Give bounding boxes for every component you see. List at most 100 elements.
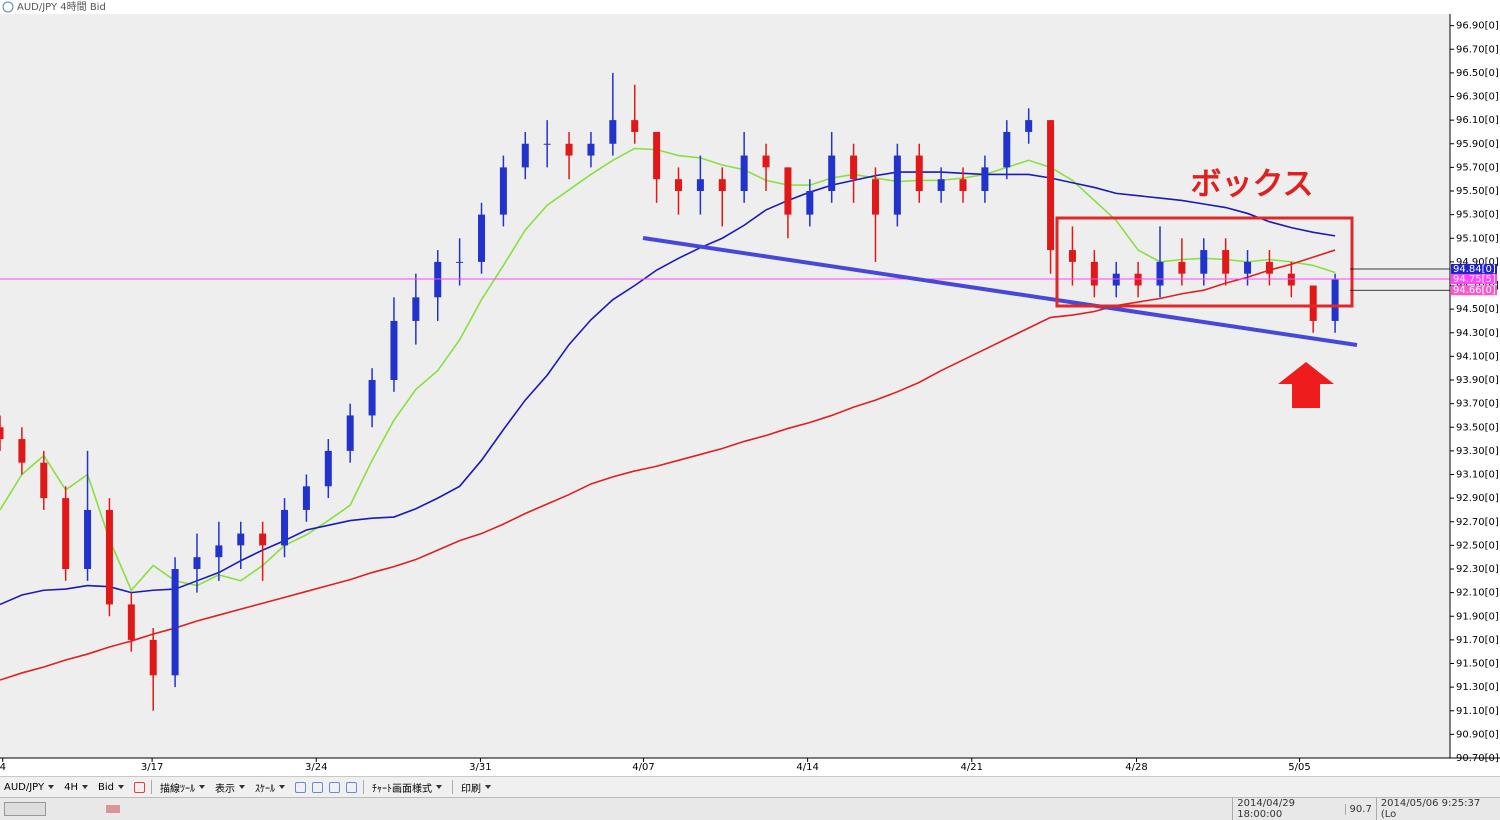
candle-body xyxy=(40,462,48,499)
y-tick-label: 91.30[0] xyxy=(1456,682,1499,693)
x-tick-label: 3/17 xyxy=(141,762,163,773)
candle-body xyxy=(543,143,551,145)
separator xyxy=(151,780,152,794)
candle-body xyxy=(762,155,770,168)
symbol-menu[interactable]: AUD/JPY xyxy=(4,782,54,793)
zoom-tool[interactable] xyxy=(329,781,340,793)
y-tick-label: 95.70[0] xyxy=(1456,162,1499,173)
y-tick-label: 93.50[0] xyxy=(1456,422,1499,433)
candle-body xyxy=(346,415,354,451)
candle-body xyxy=(1178,261,1186,274)
candle-body xyxy=(127,604,135,640)
candle-body xyxy=(871,179,879,215)
candle-body xyxy=(959,179,967,191)
zoom-tool[interactable] xyxy=(346,781,357,793)
price-marker-bg xyxy=(1451,285,1497,296)
y-tick-label: 96.30[0] xyxy=(1456,92,1499,103)
candle-body xyxy=(193,557,201,569)
candle-body xyxy=(1331,279,1339,321)
y-tick-label: 96.10[0] xyxy=(1456,115,1499,126)
scale-menu[interactable]: ｽｹｰﾙ xyxy=(255,780,285,795)
y-tick-label: 95.50[0] xyxy=(1456,186,1499,197)
candle-body xyxy=(653,131,661,180)
candle-body xyxy=(84,509,92,569)
candle-body xyxy=(237,533,245,546)
up-arrow xyxy=(1278,362,1334,408)
chart-window: ボックス AUD/JPY 4時間 Bid 90.70[0] 90.90[0] 91.… xyxy=(0,0,1500,776)
color-tool[interactable] xyxy=(134,781,145,793)
candle-body xyxy=(368,380,376,416)
y-tick-label: 91.70[0] xyxy=(1456,635,1499,646)
candle-body xyxy=(1112,273,1120,286)
zoom-tool[interactable] xyxy=(312,781,323,793)
price-marker-label: 94.84[0] xyxy=(1453,264,1496,275)
y-tick-label: 95.30[0] xyxy=(1456,210,1499,221)
candle-body xyxy=(1287,273,1295,286)
status-price: 90.7 xyxy=(1344,803,1376,815)
scrollbar[interactable] xyxy=(4,802,46,816)
price-marker-bg xyxy=(1451,263,1497,274)
candle-body xyxy=(215,545,223,558)
scroll-area xyxy=(0,802,1232,816)
candle-body xyxy=(981,167,989,191)
candle-body xyxy=(149,639,157,676)
price-marker-label: 94.75[5] xyxy=(1453,274,1496,285)
drawing-tools-menu[interactable]: 描線ﾂｰﾙ xyxy=(160,780,205,795)
separator xyxy=(363,780,364,794)
candle-body xyxy=(390,320,398,380)
y-tick-label: 93.90[0] xyxy=(1456,375,1499,386)
x-tick-label: 4 xyxy=(0,762,6,773)
status-time: 2014/04/29 18:00:00 xyxy=(1232,798,1344,820)
candle-body xyxy=(259,533,267,546)
candle-body xyxy=(302,486,310,510)
y-tick-label: 91.50[0] xyxy=(1456,659,1499,670)
price-marker-label: 94.66[0] xyxy=(1453,285,1496,296)
print-menu[interactable]: 印刷 xyxy=(461,780,491,795)
y-tick-label: 91.90[0] xyxy=(1456,611,1499,622)
candle-body xyxy=(499,167,507,215)
candle-body xyxy=(1156,261,1164,286)
y-tick-label: 91.10[0] xyxy=(1456,706,1499,717)
y-tick-label: 94.30[0] xyxy=(1456,328,1499,339)
candle-body xyxy=(784,167,792,215)
x-tick-label: 4/07 xyxy=(632,762,654,773)
x-tick-label: 3/24 xyxy=(305,762,327,773)
candle-body xyxy=(609,120,617,144)
timeframe-menu[interactable]: 4H xyxy=(64,782,88,793)
candle-body xyxy=(521,143,529,168)
candle-body xyxy=(434,261,442,298)
x-tick-label: 4/28 xyxy=(1125,762,1147,773)
candle-body xyxy=(631,120,639,132)
candle-body xyxy=(105,509,113,605)
candle-body xyxy=(718,179,726,191)
axes: 90.70[0] 90.90[0] 91.10[0] 91.30[0] 91.50[0]… xyxy=(0,21,1499,773)
y-tick-label: 90.90[0] xyxy=(1456,729,1499,740)
tab-icon xyxy=(106,805,120,813)
y-tick-label: 92.70[0] xyxy=(1456,517,1499,528)
zoom-tool[interactable] xyxy=(295,781,306,793)
candle-body xyxy=(893,155,901,215)
candle-body xyxy=(1134,273,1142,286)
view-menu[interactable]: 表示 xyxy=(215,780,245,795)
candle-body xyxy=(915,155,923,191)
x-tick-label: 3/31 xyxy=(469,762,491,773)
x-tick-label: 4/14 xyxy=(796,762,818,773)
candle-body xyxy=(1244,261,1252,274)
status-bar: 2014/04/29 18:00:00 90.7 2014/05/06 9:25… xyxy=(0,797,1500,820)
y-tick-label: 92.10[0] xyxy=(1456,588,1499,599)
range-box xyxy=(1055,216,1354,308)
window-icon xyxy=(2,1,14,13)
candle-body xyxy=(1090,261,1098,286)
plot-area xyxy=(0,72,1450,711)
candle-body xyxy=(1025,120,1033,132)
title-bar xyxy=(0,0,1500,14)
candle-body xyxy=(281,509,289,546)
candle-body xyxy=(1003,131,1011,168)
candle-body xyxy=(1309,285,1317,321)
price-menu[interactable]: Bid xyxy=(98,782,124,793)
chart-style-menu[interactable]: ﾁｬｰﾄ画面様式 xyxy=(372,780,442,795)
candle-body xyxy=(587,143,595,156)
candle-body xyxy=(937,179,945,191)
y-tick-label: 92.30[0] xyxy=(1456,564,1499,575)
